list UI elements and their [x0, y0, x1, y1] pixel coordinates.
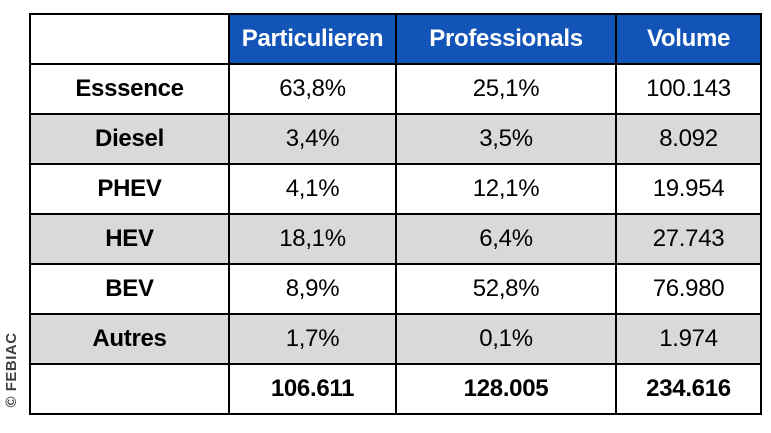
row-label-cell: Autres	[29, 313, 230, 365]
value-cell: 0,1%	[395, 313, 617, 365]
total-value-cell: 106.611	[228, 363, 397, 415]
value-cell: 100.143	[615, 63, 762, 115]
value-cell: 52,8%	[395, 263, 617, 315]
table-row-totals: 106.611 128.005 234.616	[29, 363, 762, 415]
table-row-autres: Autres 1,7% 0,1% 1.974	[29, 313, 762, 365]
header-cell-professionals: Professionals	[395, 13, 617, 65]
header-cell-particulieren: Particulieren	[228, 13, 397, 65]
value-cell: 12,1%	[395, 163, 617, 215]
table-row-hev: HEV 18,1% 6,4% 27.743	[29, 213, 762, 265]
row-label-cell: HEV	[29, 213, 230, 265]
row-label-cell: PHEV	[29, 163, 230, 215]
value-cell: 3,4%	[228, 113, 397, 165]
value-cell: 19.954	[615, 163, 762, 215]
table-body: Esssence 63,8% 25,1% 100.143 Diesel 3,4%…	[29, 63, 762, 415]
value-cell: 25,1%	[395, 63, 617, 115]
value-cell: 4,1%	[228, 163, 397, 215]
row-label-cell: BEV	[29, 263, 230, 315]
table-header: Particulieren Professionals Volume	[29, 13, 762, 65]
table-row-bev: BEV 8,9% 52,8% 76.980	[29, 263, 762, 315]
total-value-cell: 234.616	[615, 363, 762, 415]
value-cell: 27.743	[615, 213, 762, 265]
value-cell: 1.974	[615, 313, 762, 365]
fuel-type-share-table: Particulieren Professionals Volume Essse…	[29, 13, 762, 415]
value-cell: 63,8%	[228, 63, 397, 115]
header-cell-empty	[29, 13, 230, 65]
value-cell: 1,7%	[228, 313, 397, 365]
table-row-phev: PHEV 4,1% 12,1% 19.954	[29, 163, 762, 215]
total-value-cell: 128.005	[395, 363, 617, 415]
table-row-esssence: Esssence 63,8% 25,1% 100.143	[29, 63, 762, 115]
value-cell: 76.980	[615, 263, 762, 315]
value-cell: 6,4%	[395, 213, 617, 265]
value-cell: 3,5%	[395, 113, 617, 165]
total-label-cell	[29, 363, 230, 415]
value-cell: 8,9%	[228, 263, 397, 315]
table-row-diesel: Diesel 3,4% 3,5% 8.092	[29, 113, 762, 165]
row-label-cell: Diesel	[29, 113, 230, 165]
header-row: Particulieren Professionals Volume	[29, 13, 762, 65]
febiac-copyright-label: © FEBIAC	[3, 332, 20, 408]
header-cell-volume: Volume	[615, 13, 762, 65]
value-cell: 18,1%	[228, 213, 397, 265]
value-cell: 8.092	[615, 113, 762, 165]
row-label-cell: Esssence	[29, 63, 230, 115]
